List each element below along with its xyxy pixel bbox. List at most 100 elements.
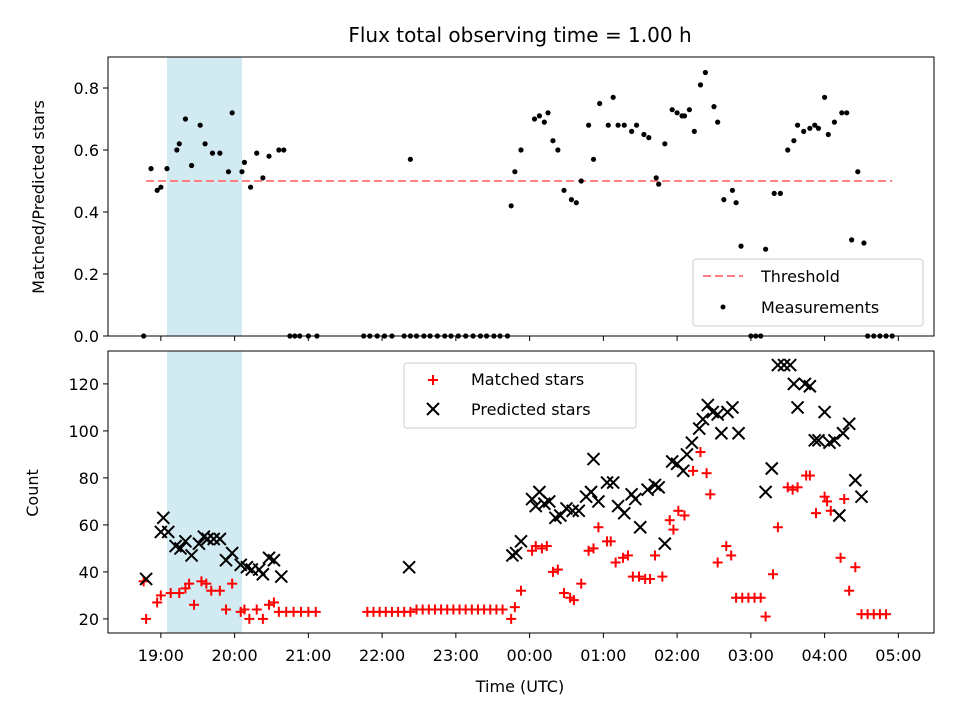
measurement-point: [148, 166, 154, 172]
measurement-point: [202, 141, 208, 147]
bottom-y-tick-label: 80: [79, 469, 99, 488]
measurement-point: [791, 138, 797, 144]
predicted-star-point: [725, 400, 740, 415]
measurement-point: [839, 110, 845, 116]
predicted-star-point: [225, 546, 239, 560]
predicted-star-point: [696, 412, 710, 426]
matched-star-point: [165, 588, 176, 599]
predicted-star-point: [173, 541, 188, 556]
matched-star-point: [634, 571, 644, 582]
predicted-star-point: [192, 536, 206, 551]
measurement-point: [508, 203, 514, 209]
legend-threshold-label: Threshold: [760, 267, 840, 286]
measurement-point: [154, 187, 160, 193]
matched-star-point: [536, 543, 547, 554]
matched-star-point: [792, 482, 803, 493]
predicted-star-point: [676, 464, 690, 478]
bottom-y-tick-label: 40: [79, 563, 99, 582]
measurement-point: [615, 122, 621, 128]
measurement-point: [669, 107, 675, 113]
measurement-point: [239, 169, 245, 175]
measurement-point: [691, 128, 697, 134]
x-tick-label: 23:00: [433, 646, 479, 665]
predicted-star-point: [658, 536, 672, 551]
bottom-plot-frame: [107, 350, 935, 634]
top-y-tick-label: 0.0: [74, 327, 99, 346]
matched-star-point: [673, 505, 684, 516]
x-tick-label: 02:00: [654, 646, 700, 665]
measurement-point: [561, 187, 567, 193]
matched-star-point: [184, 578, 195, 589]
predicted-star-point: [808, 433, 822, 448]
matched-star-point: [695, 447, 706, 458]
matched-star-point: [610, 557, 621, 568]
matched-star-point: [576, 578, 587, 589]
predicted-star-point: [680, 447, 694, 462]
predicted-star-point: [827, 433, 842, 448]
matched-star-point: [547, 566, 558, 577]
matched-star-point: [844, 585, 855, 596]
measurement-point: [545, 110, 551, 116]
measurement-point: [815, 125, 822, 131]
x-tick-label: 20:00: [212, 646, 258, 665]
x-tick-label: 05:00: [875, 646, 921, 665]
top-plot-panel: 0.00.20.40.60.8 Matched/Predicted stars …: [29, 56, 935, 346]
bottom-y-tick-label: 20: [79, 610, 99, 629]
predicted-stars-points: [139, 358, 869, 586]
predicted-star-point: [529, 499, 543, 513]
chart-title: Flux total observing time = 1.00 h: [348, 23, 691, 47]
predicted-star-point: [606, 475, 620, 490]
x-tick-label: 19:00: [138, 646, 184, 665]
x-tick-label: 03:00: [728, 646, 774, 665]
legend-predicted-label: Predicted stars: [471, 400, 591, 419]
matched-star-point: [839, 494, 850, 505]
matched-star-point: [881, 609, 892, 620]
measurement-point: [629, 128, 635, 134]
measurement-point: [794, 122, 801, 128]
measurement-point: [573, 200, 579, 206]
predicted-star-point: [139, 572, 153, 586]
matched-star-point: [755, 592, 766, 603]
predicted-star-point: [714, 426, 729, 440]
measurement-point: [550, 138, 556, 144]
legend-predicted-swatch: [426, 402, 440, 416]
measurement-point: [855, 169, 861, 175]
measurement-point: [681, 113, 688, 119]
matched-star-point: [310, 606, 321, 617]
predicted-star-point: [565, 504, 580, 518]
matched-star-point: [701, 468, 712, 479]
matched-star-point: [174, 588, 185, 599]
x-axis-label: Time (UTC): [475, 677, 564, 696]
predicted-star-point: [267, 553, 281, 567]
matched-star-point: [268, 597, 279, 608]
measurement-point: [822, 94, 828, 100]
measurement-point: [738, 243, 744, 249]
predicted-star-point: [256, 567, 270, 581]
measurement-point: [536, 113, 543, 119]
measurement-point: [812, 122, 818, 128]
measurement-point: [844, 110, 850, 116]
matched-star-point: [649, 550, 660, 561]
matched-star-point: [622, 550, 633, 561]
predicted-star-point: [213, 532, 227, 546]
predicted-star-point: [200, 532, 215, 546]
measurement-point: [586, 122, 592, 128]
matched-star-point: [645, 573, 656, 584]
predicted-star-point: [509, 546, 523, 560]
predicted-star-point: [803, 379, 817, 393]
predicted-star-point: [771, 358, 785, 372]
matched-star-point: [583, 545, 594, 556]
top-y-axis-label: Matched/Predicted stars: [29, 100, 48, 294]
predicted-star-point: [514, 534, 528, 549]
predicted-star-point: [628, 492, 643, 506]
predicted-star-point: [787, 377, 801, 391]
bottom-shaded-band: [167, 351, 242, 633]
measurement-point: [702, 69, 708, 76]
measurement-point: [646, 135, 652, 141]
predicted-star-point: [161, 525, 175, 539]
measurement-point: [229, 110, 235, 116]
matched-star-point: [152, 597, 163, 608]
measurement-point: [174, 147, 180, 153]
x-tick-label: 21:00: [285, 646, 331, 665]
